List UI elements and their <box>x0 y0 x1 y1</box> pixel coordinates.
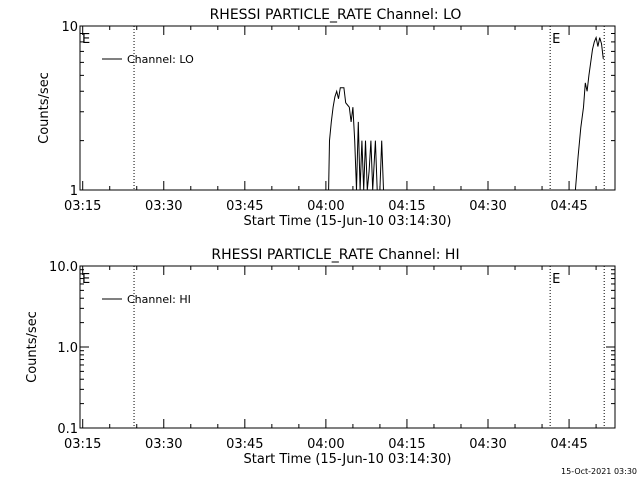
y-tick-label: 10.0 <box>49 260 78 275</box>
y-tick-label: 10 <box>61 20 78 35</box>
series-line <box>574 35 604 191</box>
y-axis-label: Counts/sec <box>25 311 40 383</box>
y-tick-label: 1.0 <box>57 341 78 356</box>
x-tick-label: 03:45 <box>226 199 263 214</box>
x-axis-label: Start Time (15-Jun-10 03:14:30) <box>244 452 452 467</box>
event-marker-label: E <box>82 272 90 287</box>
event-marker-label: E <box>82 32 90 47</box>
x-tick-label: 04:15 <box>388 437 425 452</box>
x-tick-label: 03:30 <box>145 437 182 452</box>
x-tick-label: 04:00 <box>307 199 344 214</box>
lo-channel-panel: RHESSI PARTICLE_RATE Channel: LO 1 10 03:15… <box>37 7 616 229</box>
x-tick-label: 04:00 <box>307 437 344 452</box>
x-tick-label: 03:45 <box>226 437 263 452</box>
x-tick-label: 04:30 <box>469 437 506 452</box>
legend-label: Channel: HI <box>127 293 191 306</box>
x-tick-label: 03:15 <box>64 199 101 214</box>
y-tick-label: 1 <box>70 184 78 199</box>
x-tick-label: 03:15 <box>64 437 101 452</box>
event-marker-label: E <box>552 272 560 287</box>
x-axis-label: Start Time (15-Jun-10 03:14:30) <box>244 214 452 229</box>
legend-label: Channel: LO <box>127 53 194 66</box>
x-tick-label: 04:15 <box>388 199 425 214</box>
x-tick-label: 04:45 <box>550 437 587 452</box>
event-marker-label: E <box>552 32 560 47</box>
footer-timestamp: 15-Oct-2021 03:30 <box>561 467 637 476</box>
chart-title: RHESSI PARTICLE_RATE Channel: HI <box>211 247 459 263</box>
x-tick-label: 03:30 <box>145 199 182 214</box>
hi-channel-panel: RHESSI PARTICLE_RATE Channel: HI 0.1 1.0 10… <box>25 247 616 467</box>
y-tick-label: 0.1 <box>57 422 78 437</box>
x-tick-label: 04:30 <box>469 199 506 214</box>
chart-title: RHESSI PARTICLE_RATE Channel: LO <box>210 7 462 23</box>
plot-frame <box>79 25 616 191</box>
x-tick-label: 04:45 <box>550 199 587 214</box>
y-axis-label: Counts/sec <box>37 72 52 144</box>
plot-frame <box>79 265 616 429</box>
series-line <box>328 87 384 191</box>
